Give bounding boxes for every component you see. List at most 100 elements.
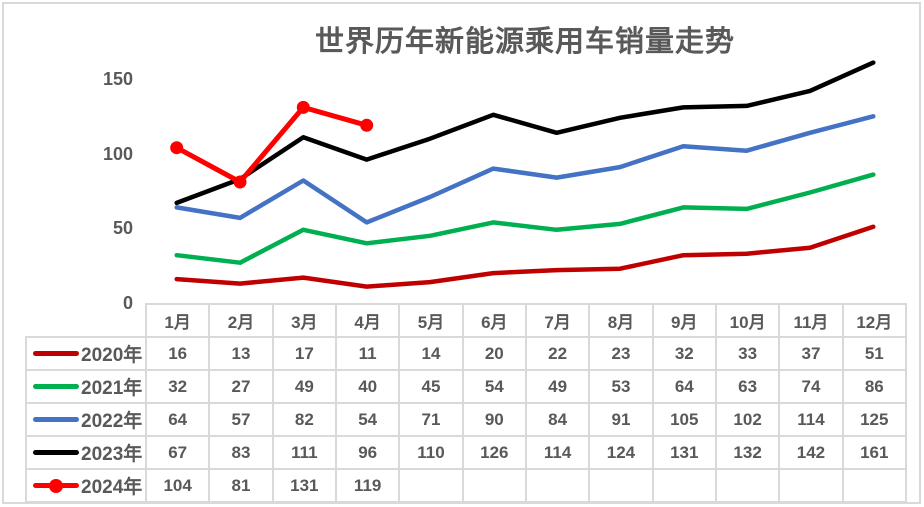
- value-cell: 27: [208, 369, 274, 404]
- value-cell: 90: [461, 402, 527, 437]
- value-cell: 16: [144, 336, 211, 371]
- data-table: 1月 2月 3月 4月 5月 6月 7月 8月 9月 10月 11月 12月 2020年 16 13 17 11…: [25, 303, 907, 503]
- table-header-row: 1月 2月 3月 4月 5月 6月 7月 8月 9月 10月 11月 12月: [26, 303, 907, 338]
- month-header-cell: 4月: [334, 303, 401, 338]
- value-cell: 119: [334, 468, 401, 503]
- value-cell: [461, 468, 527, 503]
- value-cell: 104: [144, 468, 211, 503]
- value-cell: 91: [588, 402, 654, 437]
- series-line-2: [174, 114, 876, 225]
- value-cell: 45: [398, 369, 464, 404]
- value-cell: 131: [651, 435, 717, 470]
- legend-cell: 2021年: [25, 369, 147, 404]
- month-header-cell: 6月: [461, 303, 527, 338]
- table-row-2021年: 2021年 32 27 49 40 45 54 49 53 64 63 74 86: [25, 369, 907, 404]
- y-tick-label: 100: [102, 143, 133, 164]
- value-cell: 54: [461, 369, 527, 404]
- series-line-3: [174, 60, 876, 206]
- value-cell: 40: [334, 369, 401, 404]
- value-cell: 14: [398, 336, 464, 371]
- value-cell: 63: [714, 369, 781, 404]
- value-cell: 33: [714, 336, 781, 371]
- value-cell: 126: [461, 435, 527, 470]
- value-cell: 84: [524, 402, 591, 437]
- value-cell: 81: [208, 468, 274, 503]
- series-marker-4: [360, 118, 374, 132]
- value-cell: 74: [778, 369, 844, 404]
- month-header-cell: 1月: [144, 303, 211, 338]
- legend-label: 2022年: [81, 411, 143, 432]
- legend-cell: 2020年: [25, 336, 147, 371]
- month-header-cell: 5月: [398, 303, 464, 338]
- value-cell: [524, 468, 591, 503]
- value-cell: 111: [271, 435, 337, 470]
- legend-cell: 2024年: [25, 468, 147, 503]
- legend-line-swatch-icon: [33, 412, 79, 427]
- value-cell: 23: [588, 336, 654, 371]
- value-cell: 86: [841, 369, 907, 404]
- value-cell: 13: [208, 336, 274, 371]
- series-marker-4: [233, 175, 247, 189]
- legend-cell: 2023年: [25, 435, 147, 470]
- series-marker-4: [296, 100, 310, 114]
- value-cell: 71: [398, 402, 464, 437]
- series-line-4: [174, 104, 370, 185]
- value-cell: 17: [271, 336, 337, 371]
- legend-marker-dot-icon: [49, 478, 63, 493]
- value-cell: 64: [144, 402, 211, 437]
- value-cell: [398, 468, 464, 503]
- series-line-0: [174, 224, 876, 289]
- table-row-2020年: 2020年 16 13 17 11 14 20 22 23 32 33 37 51: [25, 336, 907, 371]
- table-row-2022年: 2022年 64 57 82 54 71 90 84 91 105 102 114 125: [25, 402, 907, 437]
- value-cell: [714, 468, 781, 503]
- legend-line-swatch-icon: [33, 379, 79, 394]
- y-tick-label: 150: [102, 69, 133, 89]
- value-cell: 142: [778, 435, 844, 470]
- value-cell: 102: [714, 402, 781, 437]
- value-cell: 51: [841, 336, 907, 371]
- value-cell: [778, 468, 844, 503]
- value-cell: 54: [334, 402, 401, 437]
- month-header-cell: 2月: [208, 303, 274, 338]
- value-cell: 110: [398, 435, 464, 470]
- series-line-1: [174, 172, 876, 265]
- legend-line-swatch-icon: [33, 478, 79, 493]
- value-cell: 57: [208, 402, 274, 437]
- legend-cell: 2022年: [25, 402, 147, 437]
- value-cell: 67: [144, 435, 211, 470]
- table-row-2024年: 2024年 104 81 131 119: [25, 468, 907, 503]
- value-cell: 125: [841, 402, 907, 437]
- month-header-cell: 10月: [714, 303, 781, 338]
- value-cell: 49: [524, 369, 591, 404]
- legend-label: 2021年: [81, 378, 143, 399]
- value-cell: 22: [524, 336, 591, 371]
- value-cell: 64: [651, 369, 717, 404]
- month-header-cell: 9月: [651, 303, 717, 338]
- y-tick-label: 0: [122, 293, 133, 313]
- value-cell: 131: [271, 468, 337, 503]
- value-cell: 124: [588, 435, 654, 470]
- month-header-cell: 3月: [271, 303, 337, 338]
- table-corner-cell: [26, 304, 146, 337]
- chart-title: 世界历年新能源乘用车销量走势: [314, 26, 735, 58]
- value-cell: 114: [524, 435, 591, 470]
- value-cell: [841, 468, 907, 503]
- value-cell: 53: [588, 369, 654, 404]
- legend-line-swatch-icon: [33, 346, 79, 361]
- value-cell: 132: [714, 435, 781, 470]
- value-cell: 37: [778, 336, 844, 371]
- month-header-cell: 7月: [524, 303, 591, 338]
- value-cell: [588, 468, 654, 503]
- legend-label: 2020年: [81, 345, 143, 366]
- value-cell: 20: [461, 336, 527, 371]
- value-cell: 105: [651, 402, 717, 437]
- value-cell: 49: [271, 369, 337, 404]
- series-marker-4: [170, 141, 184, 155]
- legend-label: 2024年: [81, 477, 143, 498]
- month-header-cell: 8月: [588, 303, 654, 338]
- value-cell: [651, 468, 717, 503]
- value-cell: 114: [778, 402, 844, 437]
- value-cell: 161: [841, 435, 907, 470]
- value-cell: 96: [334, 435, 401, 470]
